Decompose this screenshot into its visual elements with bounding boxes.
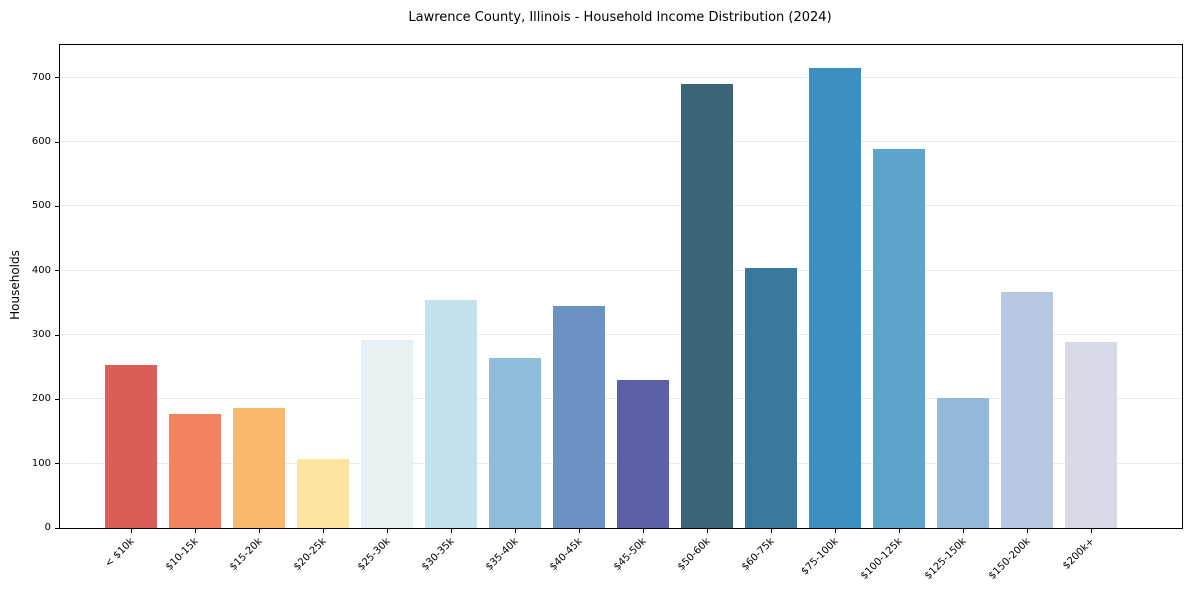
y-tick-mark xyxy=(55,527,60,529)
y-tick-mark xyxy=(55,334,60,336)
x-tick-mark xyxy=(643,528,644,533)
gridline-300 xyxy=(60,334,1182,336)
y-tick-label: 500 xyxy=(31,200,51,212)
y-tick-label: 100 xyxy=(31,457,51,469)
x-tick-label: $125-150k xyxy=(922,536,969,582)
bar--60-75k xyxy=(745,267,797,528)
x-tick-label: $100-125k xyxy=(858,536,905,582)
y-axis-label: Households xyxy=(8,250,22,320)
y-tick-label: 700 xyxy=(31,71,51,83)
x-tick-label: $60-75k xyxy=(739,536,777,573)
x-tick-mark xyxy=(963,528,964,533)
y-tick-label: 400 xyxy=(31,264,51,276)
x-tick-mark xyxy=(771,528,772,533)
y-tick-label: 200 xyxy=(31,393,51,405)
y-tick-mark xyxy=(55,398,60,400)
x-tick-label: $200k+ xyxy=(1060,536,1097,572)
x-tick-mark xyxy=(131,528,132,533)
x-tick-mark xyxy=(195,528,196,533)
x-tick-label: $20-25k xyxy=(291,536,329,573)
y-tick-mark xyxy=(55,270,60,272)
x-tick-mark xyxy=(899,528,900,533)
x-tick-label: $50-60k xyxy=(675,536,713,573)
y-tick-mark xyxy=(55,77,60,79)
x-tick-label: $40-45k xyxy=(547,536,585,573)
y-tick-label: 300 xyxy=(31,329,51,341)
x-tick-mark xyxy=(451,528,452,533)
gridline-600 xyxy=(60,141,1182,143)
bar--30-35k xyxy=(425,300,477,528)
x-tick-mark xyxy=(707,528,708,533)
bar--25-30k xyxy=(361,340,413,528)
x-tick-label: $75-100k xyxy=(799,536,841,578)
x-tick-label: $10-15k xyxy=(163,536,201,573)
gridline-400 xyxy=(60,269,1182,271)
chart-title: Lawrence County, Illinois - Household In… xyxy=(408,10,832,25)
x-tick-mark xyxy=(835,528,836,533)
bar--125-150k xyxy=(937,398,989,528)
x-tick-label: $15-20k xyxy=(227,536,265,573)
plot-area: 0 100 200 300 400 500 600 700 < $10k $10-15k $15-2… xyxy=(32,44,1183,582)
x-tick-mark xyxy=(1027,528,1028,533)
x-tick-mark xyxy=(579,528,580,533)
bar--45-50k xyxy=(617,380,669,528)
gridline-500 xyxy=(60,205,1182,207)
x-tick-mark xyxy=(1091,528,1092,533)
x-tick-mark xyxy=(323,528,324,533)
x-tick-label: < $10k xyxy=(103,536,137,570)
x-tick-label: $150-200k xyxy=(986,536,1033,582)
bar--75-100k xyxy=(809,67,861,528)
y-tick-mark xyxy=(55,463,60,465)
x-tick-label: $35-40k xyxy=(483,536,521,573)
bar--10-15k xyxy=(169,414,221,528)
x-tick-mark xyxy=(387,528,388,533)
y-tick-label: 0 xyxy=(44,522,51,533)
bar--10k xyxy=(105,365,157,528)
bar--150-200k xyxy=(1001,291,1053,528)
y-tick-mark xyxy=(55,141,60,143)
x-tick-label: $30-35k xyxy=(419,536,457,573)
x-tick-label: $45-50k xyxy=(611,536,649,573)
gridline-700 xyxy=(60,76,1182,78)
bar--35-40k xyxy=(489,357,541,528)
y-tick-label: 600 xyxy=(31,136,51,148)
bar--40-45k xyxy=(553,306,605,528)
bar--100-125k xyxy=(873,149,925,528)
bar--15-20k xyxy=(233,407,285,528)
x-tick-mark xyxy=(515,528,516,533)
bar--20-25k xyxy=(297,459,349,528)
x-tick-mark xyxy=(259,528,260,533)
bar--200k+ xyxy=(1065,342,1117,528)
y-tick-mark xyxy=(55,205,60,207)
x-tick-label: $25-30k xyxy=(355,536,393,573)
bar--50-60k xyxy=(681,84,733,528)
